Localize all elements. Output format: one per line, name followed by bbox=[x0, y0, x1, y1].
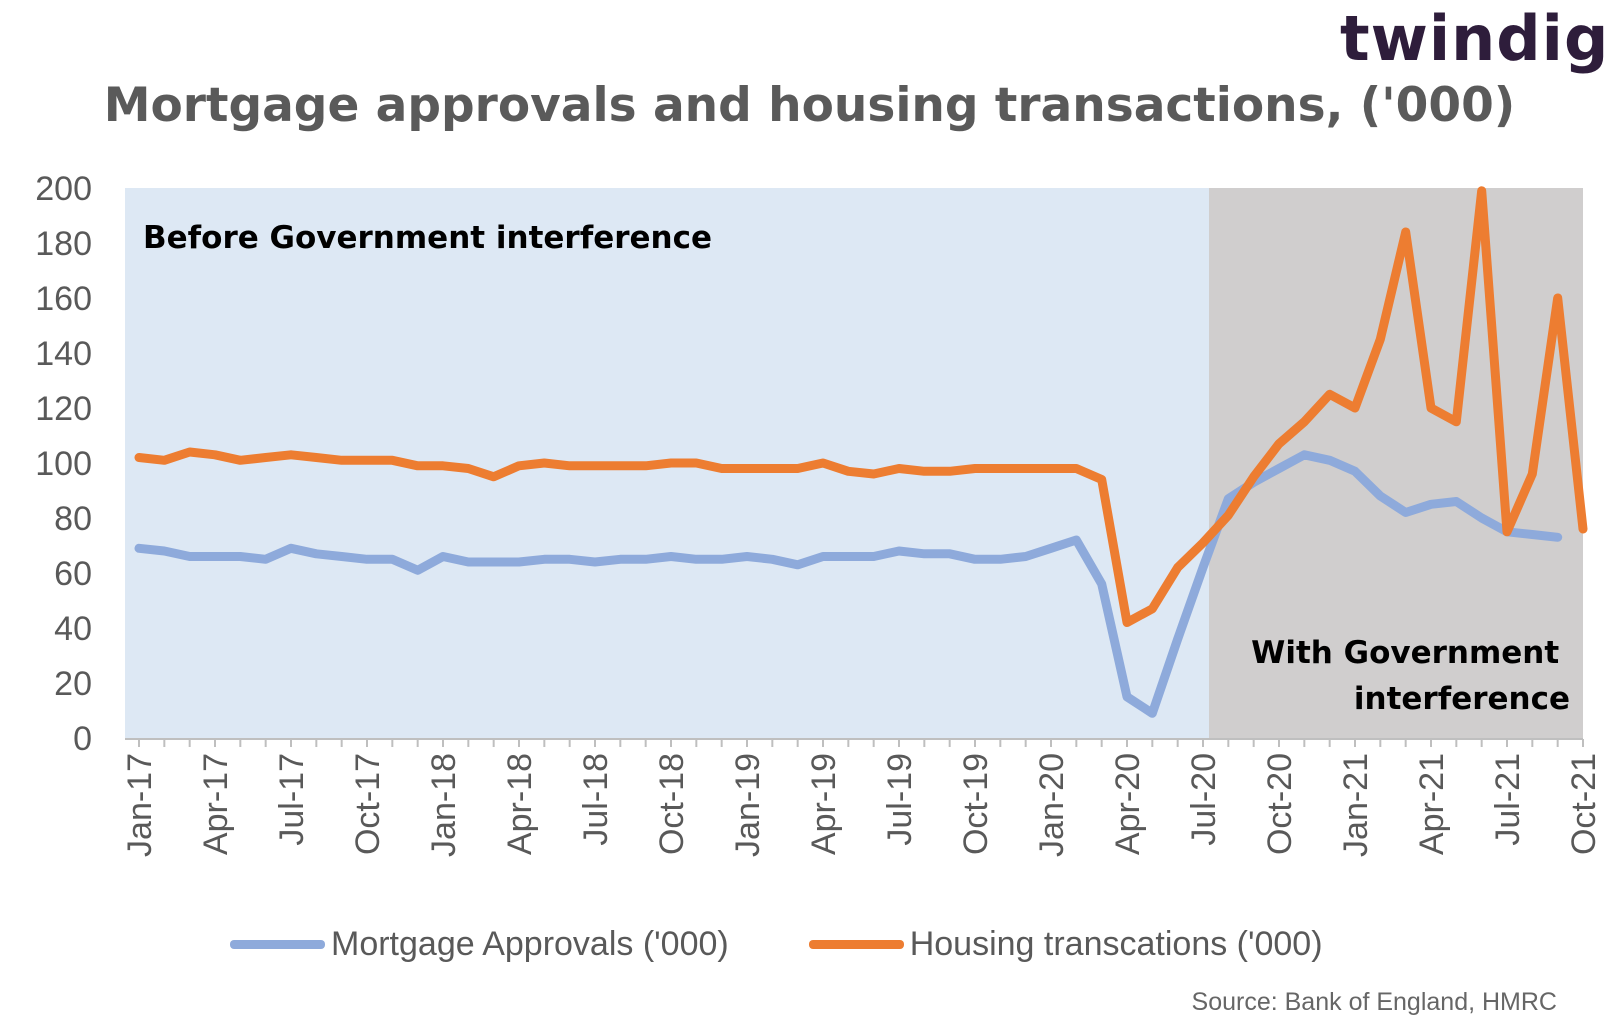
region-after-label-line1: With Government bbox=[1251, 635, 1559, 671]
legend-item-transactions: Housing transcations ('000) bbox=[808, 925, 1323, 964]
x-tick-label: Jan-18 bbox=[425, 753, 463, 857]
legend: Mortgage Approvals ('000) Housing transc… bbox=[230, 925, 1403, 964]
axes: 0 20 40 60 80 100 120 140 160 180 200 Jan-17 Apr-17 J… bbox=[35, 170, 1603, 857]
x-tick-label: Jul-17 bbox=[273, 753, 311, 846]
y-tick-label: 160 bbox=[35, 280, 92, 318]
y-tick-label: 200 bbox=[35, 170, 92, 208]
twindig-logo: twindig bbox=[1340, 2, 1610, 75]
x-tick-label: Apr-20 bbox=[1109, 753, 1147, 855]
x-tick-label: Apr-17 bbox=[197, 753, 235, 855]
legend-swatch-transactions bbox=[808, 940, 904, 949]
legend-swatch-approvals bbox=[230, 940, 325, 949]
x-tick-label: Jan-19 bbox=[729, 753, 767, 857]
x-tick-label: Jul-19 bbox=[881, 753, 919, 846]
legend-label-transactions: Housing transcations ('000) bbox=[909, 925, 1323, 963]
region-before-label: Before Government interference bbox=[143, 220, 712, 256]
y-tick-label: 140 bbox=[35, 335, 92, 373]
y-tick-label: 180 bbox=[35, 225, 92, 263]
x-tick-label: Jan-21 bbox=[1337, 753, 1375, 857]
x-tick-label: Apr-21 bbox=[1413, 753, 1451, 855]
y-tick-label: 120 bbox=[35, 390, 92, 428]
x-tick-label: Oct-21 bbox=[1565, 753, 1603, 855]
y-tick-label: 60 bbox=[54, 555, 92, 593]
x-tick-label: Jul-21 bbox=[1489, 753, 1527, 846]
series-line-mortgage-approvals bbox=[134, 450, 1563, 718]
x-tick-label: Jul-18 bbox=[577, 753, 615, 846]
region-after-label: With Government interference bbox=[1251, 635, 1570, 717]
x-tick-label: Apr-18 bbox=[501, 753, 539, 855]
x-tick-label: Oct-19 bbox=[957, 753, 995, 855]
x-tick-label: Oct-17 bbox=[349, 753, 387, 855]
legend-label-approvals: Mortgage Approvals ('000) bbox=[331, 925, 729, 963]
region-after-label-line2: interference bbox=[1354, 681, 1570, 717]
x-tick-label: Oct-18 bbox=[653, 753, 691, 855]
y-tick-label: 20 bbox=[54, 665, 92, 703]
x-tick-label: Jul-20 bbox=[1185, 753, 1223, 846]
x-tick-label: Apr-19 bbox=[805, 753, 843, 855]
y-tick-label: 80 bbox=[54, 500, 92, 538]
series-lines bbox=[134, 186, 1588, 718]
y-tick-label: 40 bbox=[54, 610, 92, 648]
source-note: Source: Bank of England, HMRC bbox=[1191, 988, 1557, 1016]
x-tick-label: Jan-17 bbox=[121, 753, 159, 857]
chart-plot: 0 20 40 60 80 100 120 140 160 180 200 Jan-17 Apr-17 J… bbox=[35, 170, 1603, 857]
chart-title: Mortgage approvals and housing transacti… bbox=[103, 78, 1516, 133]
series-line-housing-transactions bbox=[134, 186, 1588, 627]
x-tick-label: Jan-20 bbox=[1033, 753, 1071, 857]
y-tick-label: 0 bbox=[73, 720, 92, 758]
legend-item-approvals: Mortgage Approvals ('000) bbox=[230, 925, 729, 964]
x-tick-label: Oct-20 bbox=[1261, 753, 1299, 855]
y-tick-label: 100 bbox=[35, 445, 92, 483]
